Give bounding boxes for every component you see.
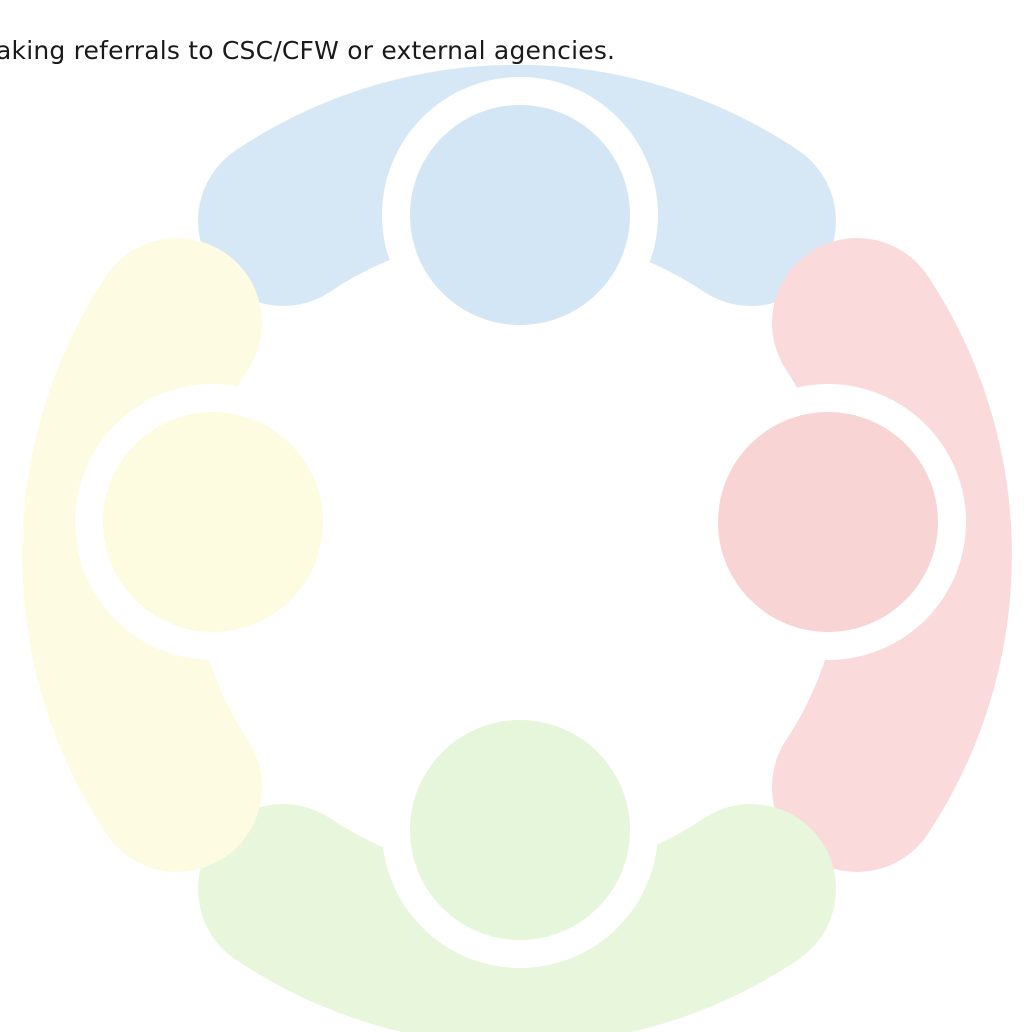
watermark-logo: [0, 0, 1024, 1032]
red-head: [718, 412, 938, 632]
blue-head: [410, 105, 630, 325]
yellow-head: [103, 412, 323, 632]
green-head: [410, 720, 630, 940]
body-text: aking referrals to CSC/CFW or external a…: [0, 36, 615, 65]
page: aking referrals to CSC/CFW or external a…: [0, 0, 1024, 1032]
